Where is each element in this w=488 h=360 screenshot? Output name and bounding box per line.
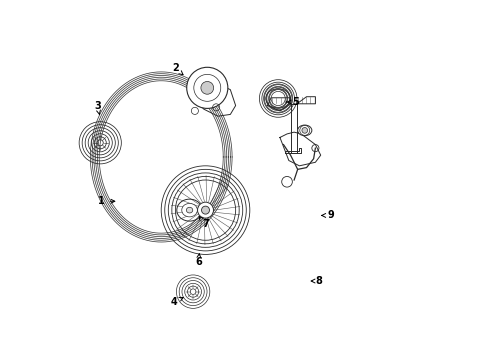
Ellipse shape bbox=[297, 125, 311, 136]
Text: 8: 8 bbox=[315, 276, 322, 286]
Circle shape bbox=[186, 67, 227, 108]
Ellipse shape bbox=[177, 199, 202, 221]
Text: 7: 7 bbox=[202, 219, 208, 229]
Circle shape bbox=[201, 206, 209, 214]
Text: 3: 3 bbox=[94, 100, 101, 111]
Circle shape bbox=[197, 202, 213, 218]
Circle shape bbox=[201, 81, 213, 94]
Ellipse shape bbox=[186, 207, 192, 213]
Ellipse shape bbox=[182, 203, 197, 217]
Circle shape bbox=[301, 127, 307, 133]
Text: 5: 5 bbox=[292, 97, 299, 107]
Text: 6: 6 bbox=[195, 257, 202, 266]
Text: 1: 1 bbox=[98, 196, 104, 206]
Text: 9: 9 bbox=[327, 211, 334, 220]
Text: 2: 2 bbox=[172, 63, 179, 73]
Text: 4: 4 bbox=[170, 297, 177, 307]
Ellipse shape bbox=[265, 89, 290, 108]
